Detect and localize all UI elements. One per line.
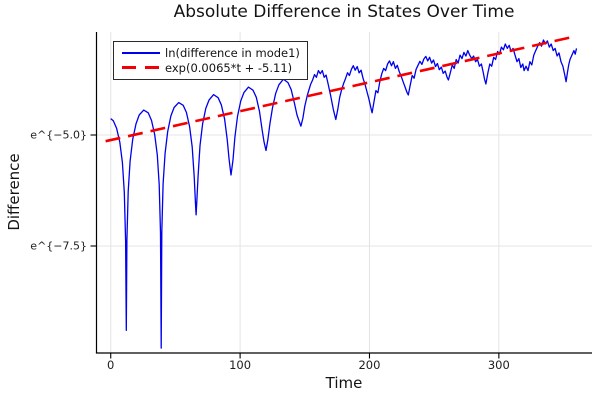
- x-tick-label: 0: [107, 358, 115, 372]
- x-tick-label: 100: [229, 358, 252, 372]
- blue-series-line: [110, 39, 578, 349]
- x-axis-label: Time: [325, 374, 363, 392]
- legend-label-red: exp(0.0065*t + -5.11): [165, 60, 293, 75]
- x-tick-label: 300: [487, 358, 510, 372]
- y-tick-label: e^{−7.5}: [30, 239, 87, 253]
- legend-box: ln(difference in mode1) exp(0.0065*t + -…: [113, 41, 308, 80]
- y-tick-label: e^{−5.0}: [30, 128, 87, 142]
- legend-label-blue: ln(difference in mode1): [165, 45, 300, 60]
- red-dashed-swatch: [122, 66, 160, 69]
- red-fit-line: [105, 35, 576, 143]
- legend-entry-blue: ln(difference in mode1): [122, 45, 300, 60]
- y-axis-label: Difference: [5, 153, 23, 231]
- x-tick-label: 200: [358, 358, 381, 372]
- legend-entry-red: exp(0.0065*t + -5.11): [122, 60, 300, 75]
- blue-line-swatch: [122, 51, 160, 54]
- chart-title: Absolute Difference in States Over Time: [173, 2, 515, 22]
